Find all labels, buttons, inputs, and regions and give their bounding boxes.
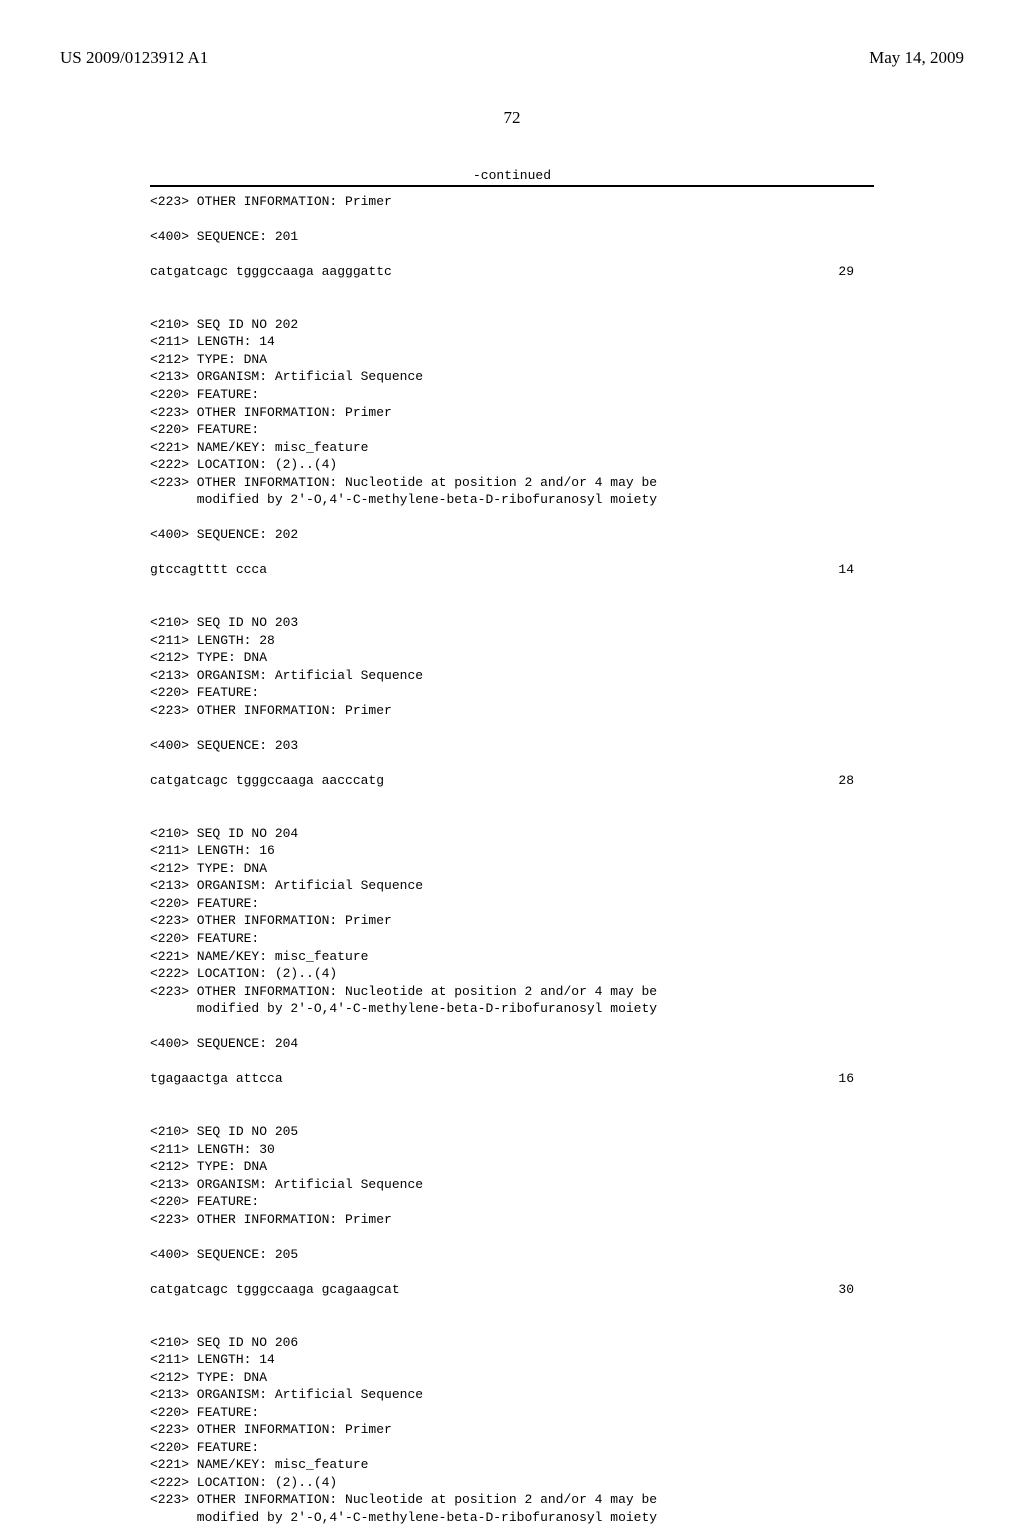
sequence-line: <211> LENGTH: 14 <box>150 1351 874 1369</box>
blank-line <box>150 1228 874 1246</box>
sequence-text: gtccagtttt ccca <box>150 561 267 579</box>
sequence-line: <223> OTHER INFORMATION: Primer <box>150 1421 874 1439</box>
sequence-line: <210> SEQ ID NO 202 <box>150 316 874 334</box>
sequence-line: <213> ORGANISM: Artificial Sequence <box>150 877 874 895</box>
sequence-line: <211> LENGTH: 14 <box>150 333 874 351</box>
sequence-line: <221> NAME/KEY: misc_feature <box>150 439 874 457</box>
sequence-line: <212> TYPE: DNA <box>150 351 874 369</box>
sequence-length: 14 <box>838 561 874 579</box>
sequence-line: <212> TYPE: DNA <box>150 649 874 667</box>
blank-line <box>150 1018 874 1036</box>
sequence-line: <212> TYPE: DNA <box>150 860 874 878</box>
sequence-data-row: catgatcagc tgggccaaga aagggattc 29 <box>150 263 874 281</box>
sequence-line: <212> TYPE: DNA <box>150 1158 874 1176</box>
sequence-line: <223> OTHER INFORMATION: Primer <box>150 193 874 211</box>
page-header: US 2009/0123912 A1 May 14, 2009 <box>0 0 1024 76</box>
sequence-line: <220> FEATURE: <box>150 421 874 439</box>
sequence-line: <220> FEATURE: <box>150 930 874 948</box>
sequence-text: catgatcagc tgggccaaga gcagaagcat <box>150 1281 400 1299</box>
blank-line <box>150 509 874 527</box>
sequence-line: <221> NAME/KEY: misc_feature <box>150 1456 874 1474</box>
sequence-line: <210> SEQ ID NO 203 <box>150 614 874 632</box>
sequence-line: <223> OTHER INFORMATION: Primer <box>150 404 874 422</box>
sequence-line: <212> TYPE: DNA <box>150 1369 874 1387</box>
sequence-line: <220> FEATURE: <box>150 386 874 404</box>
blank-line <box>150 246 874 264</box>
blank-line <box>150 1053 874 1071</box>
sequence-text: tgagaactga attcca <box>150 1070 283 1088</box>
sequence-length: 29 <box>838 263 874 281</box>
sequence-line: <210> SEQ ID NO 205 <box>150 1123 874 1141</box>
sequence-length: 28 <box>838 772 874 790</box>
sequence-data-row: catgatcagc tgggccaaga gcagaagcat 30 <box>150 1281 874 1299</box>
divider <box>150 185 874 187</box>
blank-line <box>150 755 874 773</box>
sequence-line: <400> SEQUENCE: 202 <box>150 526 874 544</box>
sequence-listing: <223> OTHER INFORMATION: Primer <400> SE… <box>0 193 1024 1527</box>
sequence-line: <222> LOCATION: (2)..(4) <box>150 965 874 983</box>
divider-wrap <box>0 185 1024 187</box>
blank-line <box>150 1088 874 1106</box>
sequence-line: <220> FEATURE: <box>150 684 874 702</box>
blank-line <box>150 1298 874 1316</box>
sequence-line: <220> FEATURE: <box>150 1193 874 1211</box>
sequence-line: <223> OTHER INFORMATION: Primer <box>150 912 874 930</box>
sequence-line: <222> LOCATION: (2)..(4) <box>150 456 874 474</box>
sequence-data-row: tgagaactga attcca 16 <box>150 1070 874 1088</box>
sequence-line: <211> LENGTH: 28 <box>150 632 874 650</box>
sequence-text: catgatcagc tgggccaaga aagggattc <box>150 263 392 281</box>
blank-line <box>150 1316 874 1334</box>
sequence-line: <400> SEQUENCE: 205 <box>150 1246 874 1264</box>
continued-label: -continued <box>0 168 1024 183</box>
sequence-text: catgatcagc tgggccaaga aacccatg <box>150 772 384 790</box>
blank-line <box>150 211 874 229</box>
sequence-line: <211> LENGTH: 16 <box>150 842 874 860</box>
sequence-line: <220> FEATURE: <box>150 895 874 913</box>
sequence-line: modified by 2'-O,4'-C-methylene-beta-D-r… <box>150 1000 874 1018</box>
blank-line <box>150 544 874 562</box>
blank-line <box>150 807 874 825</box>
sequence-line: <220> FEATURE: <box>150 1404 874 1422</box>
sequence-line: <210> SEQ ID NO 206 <box>150 1334 874 1352</box>
blank-line <box>150 790 874 808</box>
blank-line <box>150 579 874 597</box>
sequence-line: <400> SEQUENCE: 203 <box>150 737 874 755</box>
sequence-length: 30 <box>838 1281 874 1299</box>
sequence-line: <210> SEQ ID NO 204 <box>150 825 874 843</box>
sequence-line: <213> ORGANISM: Artificial Sequence <box>150 1386 874 1404</box>
sequence-line: <220> FEATURE: <box>150 1439 874 1457</box>
sequence-line: <223> OTHER INFORMATION: Primer <box>150 1211 874 1229</box>
sequence-line: <211> LENGTH: 30 <box>150 1141 874 1159</box>
sequence-line: <400> SEQUENCE: 201 <box>150 228 874 246</box>
sequence-length: 16 <box>838 1070 874 1088</box>
sequence-line: <213> ORGANISM: Artificial Sequence <box>150 1176 874 1194</box>
blank-line <box>150 281 874 299</box>
sequence-line: modified by 2'-O,4'-C-methylene-beta-D-r… <box>150 1509 874 1527</box>
sequence-line: <223> OTHER INFORMATION: Primer <box>150 702 874 720</box>
page-number: 72 <box>0 108 1024 128</box>
sequence-data-row: catgatcagc tgggccaaga aacccatg 28 <box>150 772 874 790</box>
sequence-line: <213> ORGANISM: Artificial Sequence <box>150 368 874 386</box>
blank-line <box>150 1105 874 1123</box>
sequence-line: <213> ORGANISM: Artificial Sequence <box>150 667 874 685</box>
sequence-line: <223> OTHER INFORMATION: Nucleotide at p… <box>150 1491 874 1509</box>
sequence-line: <223> OTHER INFORMATION: Nucleotide at p… <box>150 474 874 492</box>
sequence-line: <400> SEQUENCE: 204 <box>150 1035 874 1053</box>
blank-line <box>150 719 874 737</box>
patent-number: US 2009/0123912 A1 <box>60 48 208 68</box>
sequence-line: <222> LOCATION: (2)..(4) <box>150 1474 874 1492</box>
sequence-line: <221> NAME/KEY: misc_feature <box>150 948 874 966</box>
sequence-line: modified by 2'-O,4'-C-methylene-beta-D-r… <box>150 491 874 509</box>
sequence-data-row: gtccagtttt ccca 14 <box>150 561 874 579</box>
blank-line <box>150 1263 874 1281</box>
blank-line <box>150 298 874 316</box>
blank-line <box>150 597 874 615</box>
patent-date: May 14, 2009 <box>869 48 964 68</box>
sequence-line: <223> OTHER INFORMATION: Nucleotide at p… <box>150 983 874 1001</box>
